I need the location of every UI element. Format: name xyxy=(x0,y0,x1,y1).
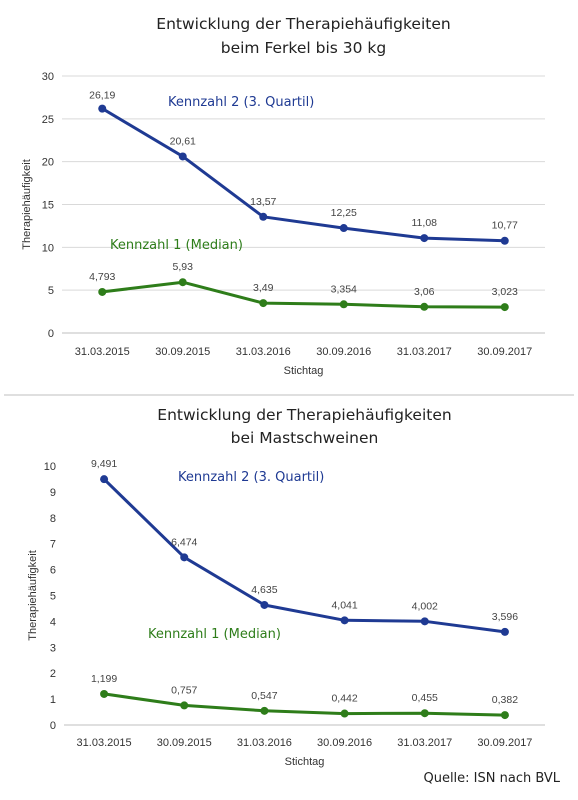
data-point xyxy=(420,617,429,626)
y-tick-label: 4 xyxy=(50,616,56,628)
data-label: 20,61 xyxy=(170,135,196,147)
x-tick-label: 31.03.2015 xyxy=(75,346,130,358)
x-tick-label: 31.03.2017 xyxy=(397,346,452,358)
x-tick-label: 31.03.2016 xyxy=(237,737,292,749)
data-label: 11,08 xyxy=(412,217,438,229)
y-tick-label: 3 xyxy=(50,642,56,654)
y-tick-label: 30 xyxy=(42,71,54,83)
data-label: 0,442 xyxy=(331,693,357,705)
x-tick-label: 30.09.2017 xyxy=(477,346,532,358)
y-tick-label: 0 xyxy=(50,720,56,732)
data-label: 26,19 xyxy=(89,90,115,102)
series-line xyxy=(100,280,507,309)
y-tick-label: 7 xyxy=(50,539,56,551)
data-label: 4,635 xyxy=(251,584,277,596)
data-point xyxy=(500,627,509,636)
data-point xyxy=(340,709,349,718)
data-label: 0,757 xyxy=(171,684,197,696)
data-label: 4,002 xyxy=(412,600,438,612)
data-label: 6,474 xyxy=(171,536,197,548)
x-tick-label: 30.09.2016 xyxy=(316,346,371,358)
data-label: 0,455 xyxy=(412,692,438,704)
data-point xyxy=(260,600,269,609)
y-tick-label: 25 xyxy=(42,114,54,126)
data-label: 10,77 xyxy=(492,220,518,232)
x-axis-label: Stichtag xyxy=(285,756,325,768)
x-tick-label: 30.09.2015 xyxy=(155,346,210,358)
y-tick-label: 20 xyxy=(42,157,54,169)
x-axis-label: Stichtag xyxy=(284,365,324,377)
y-tick-label: 15 xyxy=(42,200,54,212)
data-label: 5,93 xyxy=(173,261,194,273)
series-label: Kennzahl 2 (3. Quartil) xyxy=(178,470,324,485)
data-point xyxy=(98,287,107,296)
y-axis-label: Therapiehäufigkeit xyxy=(21,159,33,250)
series-line xyxy=(100,107,507,243)
data-label: 13,57 xyxy=(250,196,276,208)
data-point xyxy=(180,701,189,710)
y-tick-label: 1 xyxy=(50,694,56,706)
x-tick-label: 31.03.2015 xyxy=(77,737,132,749)
data-point xyxy=(500,303,509,312)
data-label: 4,041 xyxy=(331,599,357,611)
chart-title: Entwicklung der Therapiehäufigkeiten xyxy=(156,15,450,33)
data-label: 4,793 xyxy=(89,271,115,283)
x-tick-label: 30.09.2017 xyxy=(477,737,532,749)
series-line xyxy=(102,692,507,717)
x-tick-label: 31.03.2016 xyxy=(236,346,291,358)
y-tick-label: 6 xyxy=(50,565,56,577)
data-point xyxy=(500,236,509,245)
data-point xyxy=(100,475,109,484)
data-point xyxy=(420,302,429,311)
data-label: 1,199 xyxy=(91,673,117,685)
y-tick-label: 0 xyxy=(48,328,54,340)
x-tick-label: 30.09.2015 xyxy=(157,737,212,749)
data-label: 9,491 xyxy=(91,458,117,470)
data-point xyxy=(178,152,187,161)
data-point xyxy=(98,104,107,113)
data-label: 0,547 xyxy=(251,690,277,702)
y-tick-label: 9 xyxy=(50,487,56,499)
data-point xyxy=(178,278,187,287)
chart-title: Entwicklung der Therapiehäufigkeiten xyxy=(157,406,451,424)
series-line xyxy=(102,477,507,634)
data-label: 0,382 xyxy=(492,694,518,706)
data-label: 3,596 xyxy=(492,611,518,623)
data-point xyxy=(420,234,429,243)
data-point xyxy=(260,706,269,715)
data-label: 3,06 xyxy=(414,286,435,298)
y-tick-label: 8 xyxy=(50,513,56,525)
data-label: 12,25 xyxy=(331,207,357,219)
data-point xyxy=(259,212,268,221)
series-label: Kennzahl 1 (Median) xyxy=(110,238,243,253)
data-point xyxy=(420,709,429,718)
data-point xyxy=(100,689,109,698)
y-tick-label: 5 xyxy=(48,285,54,297)
data-label: 3,49 xyxy=(253,282,274,294)
data-point xyxy=(339,224,348,233)
y-tick-label: 10 xyxy=(44,461,56,473)
source-note: Quelle: ISN nach BVL xyxy=(423,771,560,786)
data-label: 3,023 xyxy=(492,286,518,298)
data-point xyxy=(180,553,189,562)
y-tick-label: 5 xyxy=(50,591,56,603)
data-label: 3,354 xyxy=(331,283,357,295)
data-point xyxy=(259,299,268,308)
y-axis-label: Therapiehäufigkeit xyxy=(27,550,39,641)
chart-title: bei Mastschweinen xyxy=(231,429,379,447)
series-label: Kennzahl 1 (Median) xyxy=(148,627,281,642)
x-tick-label: 30.09.2016 xyxy=(317,737,372,749)
chart-title: beim Ferkel bis 30 kg xyxy=(221,39,387,57)
y-tick-label: 2 xyxy=(50,668,56,680)
data-point xyxy=(340,616,349,625)
x-tick-label: 31.03.2017 xyxy=(397,737,452,749)
series-label: Kennzahl 2 (3. Quartil) xyxy=(168,95,314,110)
data-point xyxy=(339,300,348,309)
data-point xyxy=(500,711,509,720)
y-tick-label: 10 xyxy=(42,242,54,254)
